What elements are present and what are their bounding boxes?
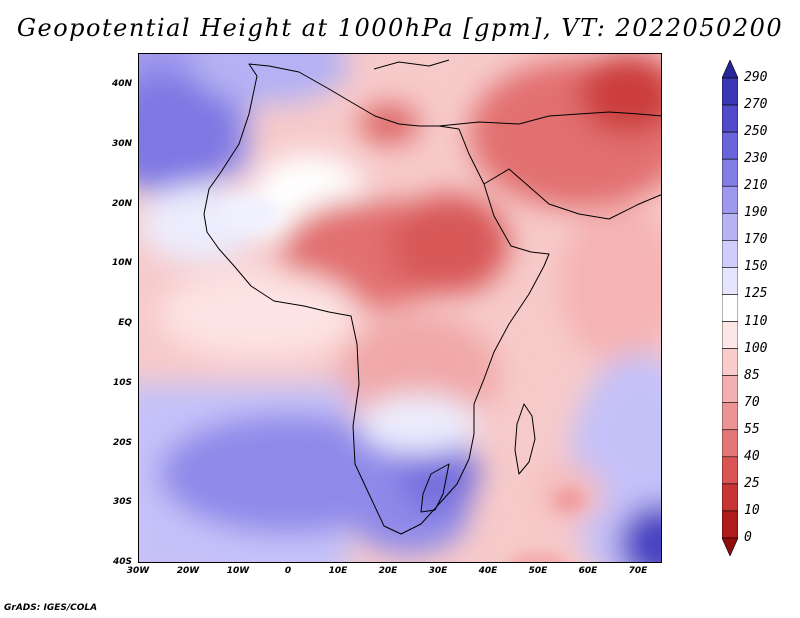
lat-tick-label: 10N — [111, 258, 132, 269]
lon-tick-label: 30W — [126, 566, 150, 576]
colorbar-label: 290 — [744, 70, 768, 85]
colorbar-swatch — [722, 267, 738, 295]
lat-tick-label: EQ — [118, 318, 132, 328]
colorbar-label: 125 — [744, 286, 768, 302]
lon-tick-label: 10E — [328, 566, 348, 576]
lon-tick-label: 30E — [428, 566, 448, 576]
lat-tick-label: 40N — [111, 79, 132, 89]
colorbar-swatch — [722, 402, 738, 431]
colorbar-swatch — [722, 537, 738, 556]
height-field — [139, 54, 661, 562]
colorbar-swatch — [722, 158, 738, 187]
colorbar-label: 70 — [744, 394, 760, 410]
map-panel — [138, 53, 662, 563]
lon-tick-label: 0 — [284, 566, 292, 576]
colorbar-swatch — [722, 510, 738, 539]
lat-tick-label: 10S — [112, 377, 132, 388]
colorbar-swatch — [722, 483, 738, 512]
colorbar-label: 270 — [744, 97, 768, 113]
chart-title: Geopotential Height at 1000hPa [gpm], VT… — [16, 14, 784, 42]
coastlines — [203, 59, 661, 535]
colorbar-swatch — [722, 60, 738, 79]
colorbar-swatch — [722, 131, 738, 160]
colorbar-swatch — [722, 429, 738, 458]
colorbar-swatch — [722, 240, 738, 268]
colorbar-swatch — [722, 375, 738, 404]
colorbar-label: 40 — [744, 448, 760, 464]
credit-label: GrADS: IGES/COLA — [4, 603, 98, 613]
colorbar-label: 10 — [744, 502, 760, 518]
colorbar-swatch — [722, 212, 738, 241]
colorbar-swatch — [722, 77, 738, 106]
colorbar-label: 210 — [744, 178, 768, 194]
colorbar-label: 170 — [744, 232, 768, 248]
colorbar-label: 150 — [744, 259, 768, 275]
colorbar-label: 55 — [744, 421, 760, 437]
lat-tick-label: 20N — [111, 198, 132, 209]
lat-tick-label: 20S — [112, 437, 132, 448]
colorbar-label: 110 — [744, 313, 768, 329]
colorbar-swatch — [722, 104, 738, 133]
colorbar-label: 0 — [744, 530, 752, 545]
lat-tick-label: 30N — [111, 138, 132, 149]
lon-tick-label: 20W — [176, 566, 200, 576]
colorbar-label: 85 — [744, 367, 760, 383]
colorbar-label: 100 — [744, 340, 768, 356]
colorbar-label: 190 — [744, 205, 768, 221]
lat-tick-label: 40S — [112, 557, 132, 567]
lon-tick-label: 70E — [628, 566, 648, 576]
colorbar-swatch — [722, 456, 738, 485]
colorbar-label: 250 — [744, 124, 768, 140]
colorbar-label: 230 — [744, 151, 768, 167]
colorbar — [722, 60, 738, 556]
lon-tick-label: 20E — [378, 566, 398, 576]
lon-tick-label: 40E — [478, 566, 498, 576]
colorbar-swatch — [722, 294, 738, 322]
lon-tick-label: 50E — [528, 566, 548, 576]
colorbar-swatch — [722, 348, 738, 376]
lon-tick-label: 10W — [226, 566, 250, 576]
lat-tick-label: 30S — [112, 497, 132, 508]
colorbar-swatch — [722, 185, 738, 214]
lon-tick-label: 60E — [578, 566, 598, 576]
colorbar-label: 25 — [744, 475, 760, 491]
colorbar-swatch — [722, 321, 738, 349]
